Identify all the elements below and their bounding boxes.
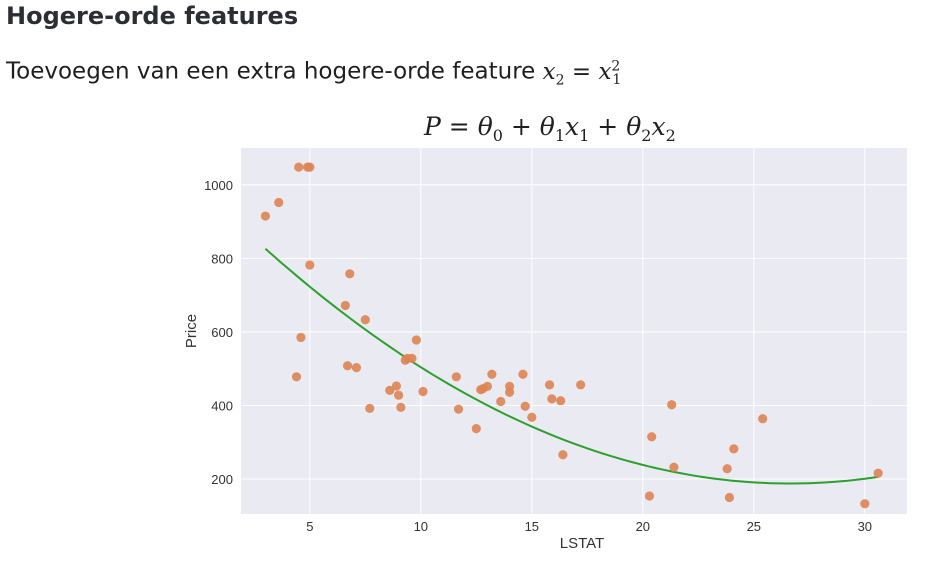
data-point (305, 162, 315, 172)
feature-formula: x2 = x21 (542, 58, 622, 89)
eq-sub: 2 (665, 126, 676, 145)
data-point (544, 380, 555, 390)
data-point (518, 369, 528, 379)
intro-text: Toevoegen van een extra hogere-orde feat… (6, 58, 621, 88)
data-point (342, 361, 353, 371)
data-point (385, 385, 395, 396)
eq-x: x (565, 112, 580, 141)
data-point (411, 335, 421, 345)
data-point (669, 462, 679, 472)
data-point (722, 464, 732, 474)
data-point (453, 404, 464, 414)
formula-var-x: x (542, 58, 556, 85)
data-point (340, 300, 350, 311)
data-point (644, 491, 655, 501)
x-tick-label: 5 (306, 519, 313, 534)
eq-sub: 1 (554, 126, 566, 145)
eq-theta: θ (477, 112, 493, 141)
data-point (391, 381, 401, 391)
eq-sub: 0 (492, 126, 503, 145)
data-point (407, 353, 417, 364)
x-tick-label: 30 (858, 519, 872, 534)
x-axis-label: LSTAT (560, 535, 604, 552)
eq-theta: θ (626, 112, 642, 141)
formula-sup: 2 (611, 58, 621, 74)
eq-p: P (424, 112, 441, 141)
data-point (758, 414, 768, 424)
formula-sub: 2 (555, 72, 565, 89)
data-point (394, 390, 404, 400)
eq-sub: 1 (579, 126, 590, 145)
x-tick-label: 10 (414, 519, 428, 534)
y-tick-label: 1000 (204, 178, 233, 193)
eq-plus: + (510, 112, 532, 141)
data-point (505, 387, 515, 397)
formula-sub: 1 (612, 72, 622, 89)
section-title: Hogere-orde features (6, 2, 299, 30)
data-point (576, 380, 586, 390)
data-point (520, 401, 530, 411)
data-point (294, 162, 304, 172)
y-tick-label: 400 (211, 398, 233, 413)
data-point (260, 211, 271, 221)
data-point (451, 372, 461, 382)
data-point (487, 369, 497, 379)
data-point (351, 363, 362, 373)
formula-equals: = (571, 58, 592, 85)
data-point (396, 402, 406, 412)
data-point (667, 400, 677, 410)
x-tick-label: 25 (747, 519, 761, 534)
eq-x: x (651, 112, 666, 141)
y-tick-label: 800 (211, 251, 233, 266)
data-point (418, 386, 428, 397)
data-point (647, 432, 657, 442)
plot-background (241, 148, 907, 514)
data-point (558, 450, 568, 460)
data-point (860, 499, 870, 509)
data-point (496, 396, 506, 407)
y-tick-label: 600 (211, 325, 233, 340)
data-point (360, 315, 370, 325)
x-tick-label: 20 (636, 519, 650, 534)
data-point (296, 332, 306, 343)
data-point (724, 492, 735, 503)
data-point (291, 372, 302, 382)
x-tick-label: 15 (525, 519, 539, 534)
data-point (345, 269, 355, 279)
data-point (471, 424, 481, 434)
data-point (547, 394, 557, 404)
data-point (556, 396, 566, 406)
data-point (305, 260, 315, 270)
eq-plus: + (597, 112, 619, 141)
data-point (365, 403, 375, 414)
data-point (482, 381, 493, 391)
y-tick-label: 200 (211, 472, 233, 487)
fit-curve (264, 247, 879, 485)
model-equation: P = θ0 + θ1x1 + θ2x2 (424, 112, 676, 145)
data-point (274, 197, 284, 208)
formula-var-x: x (598, 58, 612, 85)
eq-theta: θ (539, 112, 555, 141)
data-point (527, 412, 537, 422)
data-point (729, 444, 739, 454)
intro-sentence: Toevoegen van een extra hogere-orde feat… (6, 58, 536, 85)
y-axis-label: Price (183, 314, 200, 348)
eq-sub: 2 (641, 126, 652, 145)
eq-equals: = (448, 112, 470, 141)
data-point (873, 468, 883, 478)
